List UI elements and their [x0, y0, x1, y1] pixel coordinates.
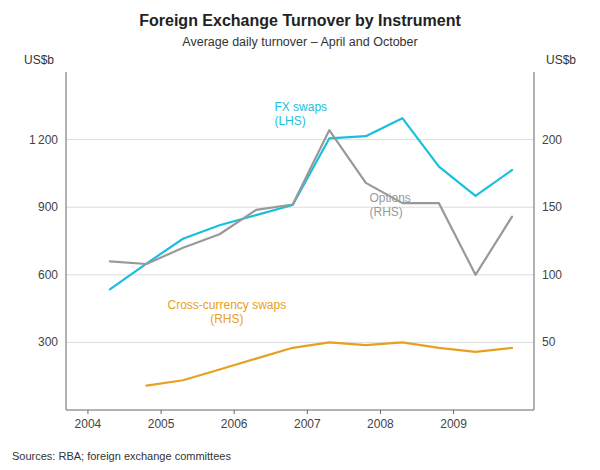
- y-axis: 300 600 900 1 200: [29, 72, 66, 410]
- annotation: Cross-currency swaps(RHS): [168, 298, 287, 326]
- series-line: [146, 342, 512, 385]
- grid: [66, 140, 534, 343]
- chart-container: Foreign Exchange Turnover by Instrument A…: [0, 0, 600, 470]
- y2-axis-line: [534, 72, 535, 410]
- annotation-line: (RHS): [369, 205, 402, 219]
- x-tick: [380, 410, 381, 414]
- grid-line: [66, 342, 534, 343]
- x-tick: [307, 410, 308, 414]
- y-tick-label: 1 200: [29, 133, 58, 147]
- y2-axis: 50 100 150 200: [534, 72, 562, 410]
- source: Sources: RBA; foreign exchange committee…: [12, 450, 231, 462]
- annotation-line: Cross-currency swaps: [168, 298, 287, 312]
- x-tick-label: 2004: [75, 417, 102, 431]
- annotation-line: FX swaps: [274, 100, 327, 114]
- series-line: [110, 130, 512, 275]
- grid-line: [66, 207, 534, 208]
- annotation-line: (LHS): [274, 114, 305, 128]
- x-axis: 2004 2005 2006 2007 2008 2009: [66, 410, 534, 431]
- annotation: FX swaps(LHS): [274, 100, 327, 128]
- y-tick-label: 300: [38, 335, 58, 349]
- x-tick: [161, 410, 162, 414]
- annotation-line: (RHS): [210, 312, 243, 326]
- annotation: Options(RHS): [369, 191, 410, 219]
- y-axis-label: US$b: [24, 53, 54, 67]
- y2-tick-label: 200: [542, 133, 562, 147]
- chart-svg: Foreign Exchange Turnover by Instrument A…: [0, 0, 600, 470]
- series-line: [110, 118, 512, 289]
- y-axis-line: [66, 72, 67, 410]
- y2-tick-label: 150: [542, 200, 562, 214]
- x-tick-label: 2007: [294, 417, 321, 431]
- x-tick-label: 2008: [367, 417, 394, 431]
- y2-tick-label: 100: [542, 268, 562, 282]
- x-tick-label: 2009: [440, 417, 467, 431]
- y-tick-label: 900: [38, 200, 58, 214]
- x-tick-label: 2005: [148, 417, 175, 431]
- series-group: [110, 118, 512, 385]
- annotation-line: Options: [369, 191, 410, 205]
- subtitle: Average daily turnover – April and Octob…: [182, 35, 417, 49]
- title: Foreign Exchange Turnover by Instrument: [139, 12, 461, 29]
- x-axis-line: [66, 410, 534, 411]
- grid-line: [66, 139, 534, 140]
- x-tick: [234, 410, 235, 414]
- y-tick-label: 600: [38, 268, 58, 282]
- grid-line: [66, 274, 534, 275]
- x-tick-label: 2006: [221, 417, 248, 431]
- y2-tick-label: 50: [542, 335, 556, 349]
- x-tick: [453, 410, 454, 414]
- y2-axis-label: US$b: [546, 53, 576, 67]
- x-tick: [87, 410, 88, 414]
